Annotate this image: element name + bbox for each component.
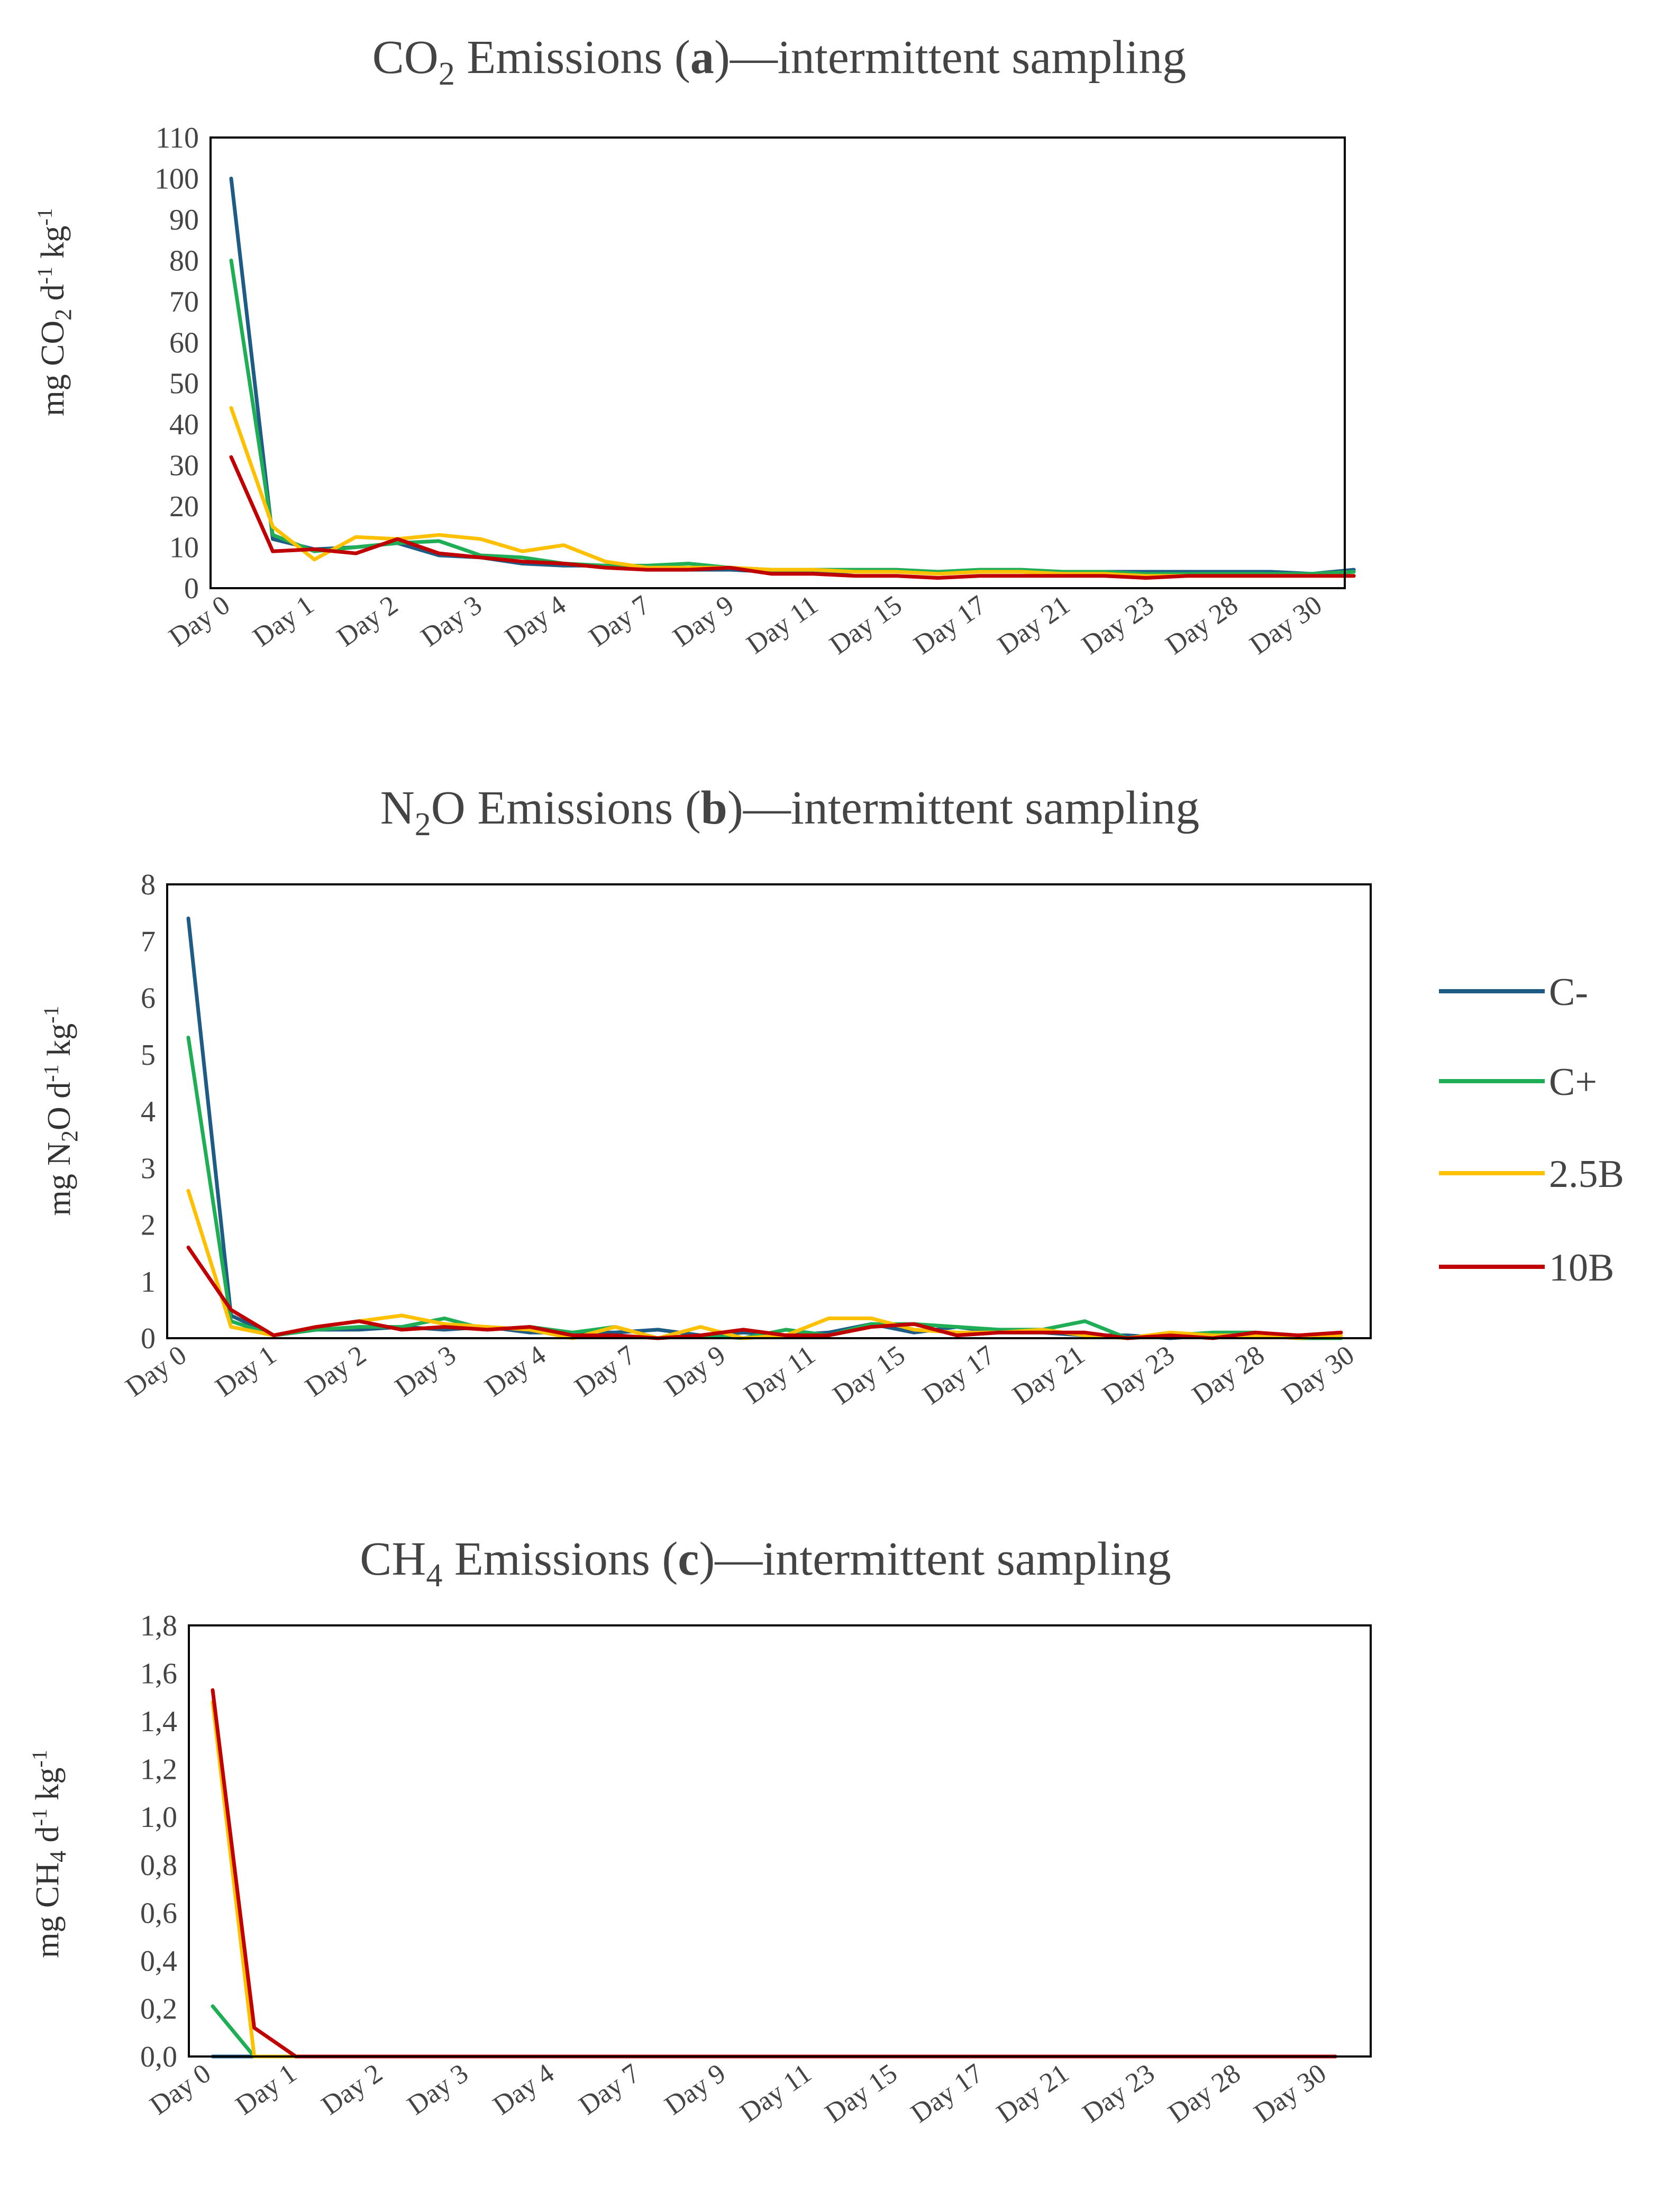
legend-entry-2-5b: 2.5B	[1439, 1153, 1624, 1196]
y-tick-label: 2	[141, 1209, 156, 1242]
legend: C- C+ 2.5B 10B	[1439, 971, 1624, 1290]
series-line-10b	[229, 455, 1356, 580]
y-tick-label: 7	[141, 925, 156, 958]
chart-n2o-title: N2O Emissions (b)—intermittent sampling	[380, 782, 1199, 843]
y-tick-label: 0,8	[140, 1849, 177, 1882]
legend-label-2-5b: 2.5B	[1549, 1153, 1624, 1196]
chart-n2o-ylabel: mg N2O d-1 kg-1	[39, 1006, 83, 1216]
y-tick-label: 5	[141, 1039, 156, 1072]
y-tick-label: 1,8	[140, 1610, 177, 1642]
chart-co2-series	[229, 177, 1356, 580]
y-tick-label: 1,0	[140, 1801, 177, 1834]
chart-co2-plot-frame	[209, 136, 1346, 589]
y-tick-label: 80	[169, 244, 199, 277]
y-tick-label: 6	[141, 982, 156, 1015]
y-tick-label: 110	[156, 122, 199, 154]
chart-n2o-series	[186, 916, 1343, 1340]
y-tick-label: 1,2	[140, 1753, 177, 1786]
legend-label-10b: 10B	[1549, 1246, 1614, 1290]
chart-co2-ylabel: mg CO2 d-1 kg-1	[33, 208, 76, 416]
legend-entry-10b: 10B	[1439, 1246, 1614, 1290]
legend-label-c-plus: C+	[1549, 1061, 1597, 1104]
y-tick-label: 10	[169, 532, 199, 564]
y-tick-label: 1,4	[140, 1705, 177, 1738]
legend-label-c-minus: C-	[1549, 971, 1588, 1014]
y-tick-label: 0,0	[140, 2041, 177, 2073]
y-tick-label: 40	[169, 408, 199, 441]
chart-ch4-title: CH4 Emissions (c)—intermittent sampling	[360, 1533, 1171, 1594]
y-tick-label: 100	[154, 162, 199, 195]
chart-n2o-y-ticks: 0 1 2 3 4 5 6 7 8	[141, 869, 156, 1355]
y-tick-label: 1,6	[140, 1658, 177, 1690]
series-line-10b	[186, 1245, 1343, 1340]
chart-co2-y-ticks: 0 10 20 30 40 50 60 70 80 90 100 110	[154, 122, 199, 605]
y-tick-label: 50	[169, 368, 199, 400]
y-tick-label: 0,4	[140, 1945, 177, 1978]
y-tick-label: 3	[141, 1152, 156, 1185]
y-tick-label: 0,2	[140, 1992, 177, 2025]
chart-ch4-plot-frame	[188, 1624, 1372, 2058]
y-tick-label: 30	[169, 450, 199, 482]
legend-entry-c-minus: C-	[1439, 971, 1588, 1014]
chart-ch4-ylabel: mg CH4 d-1 kg-1	[28, 1750, 71, 1958]
chart-co2-title: CO2 Emissions (a)—intermittent sampling	[372, 31, 1186, 92]
y-tick-label: 1	[141, 1266, 156, 1299]
y-tick-label: 8	[141, 869, 156, 901]
y-tick-label: 90	[169, 204, 199, 236]
y-tick-label: 0,6	[140, 1897, 177, 1930]
legend-entry-c-plus: C+	[1439, 1061, 1597, 1104]
y-tick-label: 20	[169, 490, 199, 523]
y-tick-label: 70	[169, 286, 199, 318]
chart-n2o-plot-frame	[166, 883, 1372, 1339]
series-line-c-minus	[229, 177, 1356, 576]
y-tick-label: 0	[141, 1322, 156, 1355]
y-tick-label: 0	[184, 572, 199, 605]
chart-ch4-y-ticks: 0,0 0,2 0,4 0,6 0,8 1,0 1,2 1,4 1,6 1,8	[140, 1610, 177, 2073]
y-tick-label: 60	[169, 326, 199, 359]
y-tick-label: 4	[141, 1095, 156, 1128]
